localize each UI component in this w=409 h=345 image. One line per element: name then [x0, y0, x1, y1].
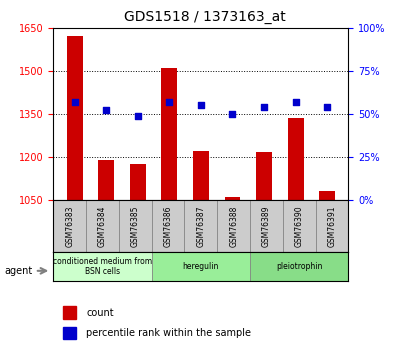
Point [71, 99, 78, 105]
Bar [63, 306, 76, 319]
Text: heregulin: heregulin [182, 262, 218, 271]
FancyBboxPatch shape [249, 200, 282, 252]
Text: GSM76383: GSM76383 [65, 205, 74, 247]
Text: GSM76389: GSM76389 [261, 205, 270, 247]
Bar [98, 160, 114, 200]
FancyBboxPatch shape [119, 200, 151, 252]
Text: GSM76387: GSM76387 [196, 205, 205, 247]
FancyBboxPatch shape [53, 200, 86, 252]
Bar [67, 36, 82, 200]
Text: pleiotrophin: pleiotrophin [275, 262, 322, 271]
FancyBboxPatch shape [86, 200, 119, 252]
Bar [319, 191, 334, 200]
Text: conditioned medium from
BSN cells: conditioned medium from BSN cells [53, 257, 152, 276]
Point [166, 99, 172, 105]
Text: percentile rank within the sample: percentile rank within the sample [86, 328, 250, 338]
Text: GSM76388: GSM76388 [229, 205, 238, 247]
FancyBboxPatch shape [249, 252, 348, 281]
FancyBboxPatch shape [184, 200, 217, 252]
Bar [161, 68, 177, 200]
Text: GSM76385: GSM76385 [130, 205, 139, 247]
Point [134, 113, 141, 118]
FancyBboxPatch shape [151, 200, 184, 252]
Bar [63, 327, 76, 339]
Text: GSM76390: GSM76390 [294, 205, 303, 247]
Text: GSM76386: GSM76386 [163, 205, 172, 247]
Bar [130, 164, 145, 200]
Bar [287, 118, 303, 200]
Point [292, 99, 298, 105]
Text: count: count [86, 308, 113, 317]
Point [323, 104, 330, 110]
Point [229, 111, 235, 117]
Point [260, 104, 267, 110]
FancyBboxPatch shape [53, 252, 151, 281]
Text: agent: agent [4, 266, 32, 276]
Bar [256, 152, 271, 200]
FancyBboxPatch shape [282, 200, 315, 252]
FancyBboxPatch shape [151, 252, 249, 281]
Bar [193, 151, 208, 200]
Text: GSM76391: GSM76391 [327, 205, 336, 247]
Text: GDS1518 / 1373163_at: GDS1518 / 1373163_at [124, 10, 285, 24]
FancyBboxPatch shape [217, 200, 249, 252]
Point [103, 108, 109, 113]
Bar [224, 197, 240, 200]
FancyBboxPatch shape [315, 200, 348, 252]
Point [197, 102, 204, 108]
Text: GSM76384: GSM76384 [98, 205, 107, 247]
